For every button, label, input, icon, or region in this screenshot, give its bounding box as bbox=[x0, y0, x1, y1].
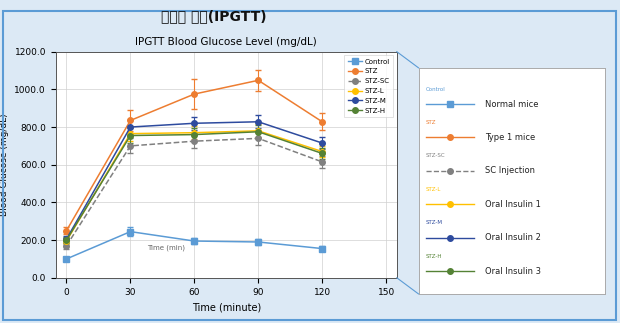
Text: Normal mice: Normal mice bbox=[485, 99, 539, 109]
Text: Type 1 mice: Type 1 mice bbox=[485, 133, 536, 142]
Text: Time (min): Time (min) bbox=[148, 245, 185, 251]
Text: Oral Insulin 3: Oral Insulin 3 bbox=[485, 267, 541, 276]
Text: STZ: STZ bbox=[426, 120, 436, 125]
Text: STZ-L: STZ-L bbox=[426, 187, 441, 192]
Text: STZ-SC: STZ-SC bbox=[426, 153, 446, 159]
Text: 당부하 검사(IPGTT): 당부하 검사(IPGTT) bbox=[161, 10, 267, 24]
Text: STZ-H: STZ-H bbox=[426, 254, 443, 259]
Text: Control: Control bbox=[426, 87, 446, 92]
Text: STZ-M: STZ-M bbox=[426, 220, 443, 225]
Text: Oral Insulin 2: Oral Insulin 2 bbox=[485, 233, 541, 242]
Text: Oral Insulin 1: Oral Insulin 1 bbox=[485, 200, 541, 209]
Text: SC Injection: SC Injection bbox=[485, 166, 536, 175]
Y-axis label: Blood Glucose (mg/dL): Blood Glucose (mg/dL) bbox=[0, 113, 9, 216]
Legend: Control, STZ, STZ-SC, STZ-L, STZ-M, STZ-H: Control, STZ, STZ-SC, STZ-L, STZ-M, STZ-… bbox=[345, 55, 393, 117]
X-axis label: Time (minute): Time (minute) bbox=[192, 302, 261, 312]
Title: IPGTT Blood Glucose Level (mg/dL): IPGTT Blood Glucose Level (mg/dL) bbox=[135, 37, 317, 47]
